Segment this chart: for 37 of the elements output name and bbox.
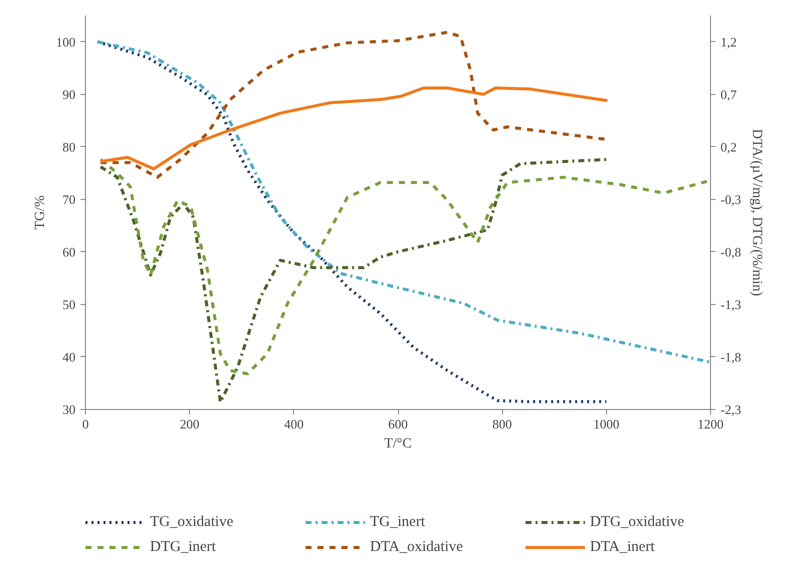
legend-label: DTG_oxidative: [590, 514, 686, 530]
y-tick-label: 100: [56, 34, 76, 50]
legend-label: DTA_oxidative: [370, 538, 464, 556]
x-tick-label: 1200: [698, 416, 724, 432]
legend-label: DTG_inert: [150, 538, 217, 556]
y-tick-label: 60: [62, 244, 76, 260]
y2-tick-label: -1,8: [720, 349, 742, 364]
y-tick-label: 40: [62, 349, 76, 364]
legend-label: TG_inert: [370, 514, 426, 530]
y2-tick-label: 0,2: [720, 139, 737, 154]
x-tick-label: 800: [492, 416, 512, 432]
x-tick-label: 600: [388, 416, 408, 432]
y-tick-label: 90: [62, 86, 76, 102]
x-tick-label: 1000: [593, 416, 620, 432]
x-tick-label: 400: [284, 416, 304, 432]
y2-tick-label: 0,7: [720, 86, 738, 102]
y-tick-label: 70: [62, 192, 76, 207]
line-series: [99, 158, 710, 376]
line-series: [99, 158, 609, 404]
line-series: [96, 40, 608, 404]
y-tick-label: 30: [62, 402, 76, 417]
y-axis-title: TG/%: [33, 195, 48, 230]
line-series: [99, 86, 609, 170]
y2-tick-label: -2,3: [720, 402, 742, 417]
y2-tick-label: -0,8: [720, 244, 742, 260]
x-tick-label: 0: [82, 416, 89, 432]
x-tick-label: 200: [180, 416, 200, 432]
x-axis-title: T/°C: [384, 436, 412, 452]
y2-tick-label: 1,2: [720, 34, 737, 50]
y2-tick-label: -0,3: [720, 192, 742, 207]
legend-label: DTA_inert: [590, 538, 656, 556]
legend-label: TG_oxidative: [150, 514, 234, 530]
line-series: [96, 40, 710, 364]
y-tick-label: 50: [62, 296, 76, 312]
y2-tick-label: -1,3: [720, 296, 742, 312]
y2-axis-title: DTA/(µV/mg), DTG/(%/min): [749, 128, 764, 296]
y-tick-label: 80: [62, 139, 76, 154]
